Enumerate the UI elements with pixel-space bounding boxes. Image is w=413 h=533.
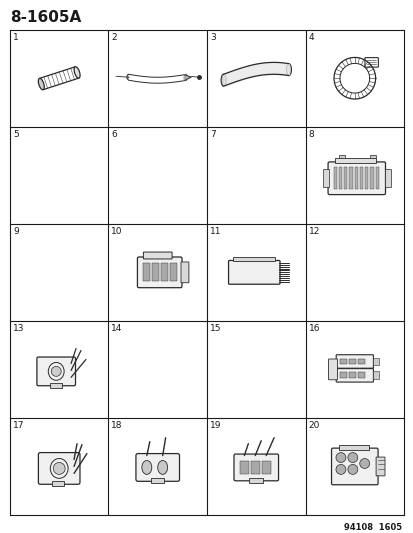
- Bar: [249, 478, 263, 483]
- Text: 20: 20: [308, 421, 319, 430]
- Polygon shape: [39, 67, 79, 90]
- Text: 17: 17: [13, 421, 24, 430]
- Bar: [369, 156, 375, 158]
- Text: 11: 11: [209, 227, 221, 236]
- Bar: [150, 478, 163, 483]
- FancyBboxPatch shape: [143, 252, 172, 259]
- Bar: [339, 373, 346, 378]
- Bar: [357, 373, 364, 378]
- Text: 8: 8: [308, 130, 313, 139]
- Bar: [339, 359, 346, 365]
- Bar: [348, 373, 355, 378]
- Text: 1: 1: [13, 33, 19, 42]
- Text: 5: 5: [13, 130, 19, 139]
- FancyBboxPatch shape: [328, 359, 337, 380]
- Bar: [384, 169, 390, 187]
- Bar: [364, 167, 368, 189]
- Bar: [339, 156, 344, 158]
- Circle shape: [53, 463, 65, 474]
- Bar: [375, 167, 378, 189]
- FancyBboxPatch shape: [37, 357, 75, 386]
- FancyBboxPatch shape: [335, 369, 373, 382]
- Circle shape: [347, 464, 357, 474]
- Text: 14: 14: [111, 324, 123, 333]
- Text: 7: 7: [209, 130, 215, 139]
- Bar: [251, 461, 260, 474]
- Bar: [349, 167, 352, 189]
- Bar: [169, 263, 176, 281]
- Text: 10: 10: [111, 227, 123, 236]
- FancyBboxPatch shape: [327, 162, 385, 195]
- Ellipse shape: [221, 74, 225, 86]
- Bar: [338, 167, 342, 189]
- Ellipse shape: [142, 461, 152, 474]
- Circle shape: [335, 464, 345, 474]
- Circle shape: [51, 366, 61, 376]
- Text: 15: 15: [209, 324, 221, 333]
- Text: 19: 19: [209, 421, 221, 430]
- Text: 13: 13: [13, 324, 24, 333]
- Text: 2: 2: [111, 33, 117, 42]
- Bar: [333, 167, 336, 189]
- Bar: [372, 372, 377, 379]
- FancyBboxPatch shape: [38, 453, 80, 484]
- Bar: [359, 167, 362, 189]
- Text: 18: 18: [111, 421, 123, 430]
- FancyBboxPatch shape: [331, 448, 377, 485]
- Bar: [343, 167, 347, 189]
- Bar: [52, 481, 64, 486]
- Ellipse shape: [286, 63, 291, 76]
- Text: 12: 12: [308, 227, 319, 236]
- Bar: [357, 359, 364, 365]
- FancyBboxPatch shape: [233, 454, 278, 481]
- FancyBboxPatch shape: [364, 58, 377, 67]
- FancyBboxPatch shape: [228, 261, 279, 284]
- Bar: [348, 359, 355, 365]
- FancyBboxPatch shape: [135, 454, 179, 481]
- Circle shape: [347, 453, 357, 463]
- Bar: [369, 167, 373, 189]
- Text: 9: 9: [13, 227, 19, 236]
- Circle shape: [335, 453, 345, 463]
- Bar: [372, 358, 377, 366]
- Bar: [322, 169, 328, 187]
- Bar: [142, 263, 150, 281]
- Bar: [152, 263, 158, 281]
- Ellipse shape: [38, 78, 44, 90]
- Text: 6: 6: [111, 130, 117, 139]
- FancyBboxPatch shape: [375, 457, 384, 476]
- Text: 16: 16: [308, 324, 319, 333]
- Bar: [50, 383, 62, 388]
- FancyBboxPatch shape: [335, 355, 373, 368]
- Bar: [354, 167, 357, 189]
- Bar: [160, 263, 167, 281]
- Text: 3: 3: [209, 33, 215, 42]
- Bar: [233, 257, 274, 262]
- FancyBboxPatch shape: [137, 257, 182, 288]
- Circle shape: [359, 458, 369, 469]
- Bar: [261, 461, 271, 474]
- Polygon shape: [184, 75, 191, 80]
- Bar: [338, 445, 368, 450]
- Text: 8-1605A: 8-1605A: [10, 10, 81, 26]
- Text: 4: 4: [308, 33, 313, 42]
- Bar: [335, 158, 375, 164]
- Ellipse shape: [74, 67, 80, 78]
- Ellipse shape: [157, 461, 167, 474]
- Text: 94108  1605: 94108 1605: [343, 523, 401, 532]
- Bar: [240, 461, 249, 474]
- FancyBboxPatch shape: [180, 262, 188, 282]
- Ellipse shape: [127, 74, 131, 80]
